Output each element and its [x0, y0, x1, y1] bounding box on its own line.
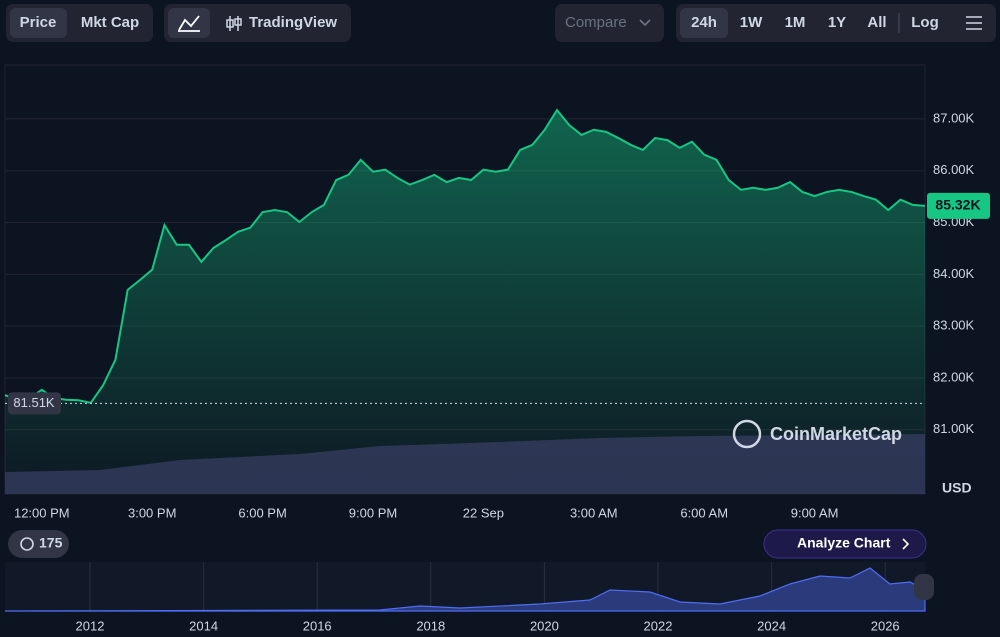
- navigator-handle[interactable]: [914, 574, 934, 600]
- counter: 175: [39, 535, 63, 551]
- navigator-area: [4, 567, 926, 612]
- x-tick-label: 6:00 PM: [238, 505, 286, 520]
- chart-style: [164, 4, 351, 42]
- line-icon: [178, 15, 200, 32]
- navigator-year: 2024: [757, 618, 786, 633]
- navigator-year: 2018: [416, 618, 445, 633]
- logo: [732, 419, 762, 449]
- x-tick-label: 12:00 PM: [14, 505, 70, 520]
- active-range: [680, 8, 728, 38]
- range-label[interactable]: All: [867, 14, 886, 31]
- history-icon: [20, 537, 34, 551]
- range-label[interactable]: 24h: [691, 14, 717, 31]
- log-label[interactable]: Log: [911, 14, 939, 31]
- volume-area: [5, 434, 925, 494]
- open-tag: [8, 392, 61, 415]
- tradingview-label[interactable]: TradingView: [249, 14, 337, 31]
- chevron: [639, 19, 651, 27]
- x-tick-label: 9:00 AM: [791, 505, 839, 520]
- y-tick-label: 83.00K: [933, 318, 975, 333]
- navigator-year: 2020: [530, 618, 559, 633]
- price-area: [5, 110, 925, 495]
- price-button[interactable]: [10, 8, 67, 38]
- y-tick-label: 84.00K: [933, 266, 975, 281]
- navigator-year: 2012: [76, 618, 105, 633]
- chevron: [902, 538, 910, 550]
- x-tick-label: 6:00 AM: [680, 505, 728, 520]
- price-label: Price: [20, 14, 57, 31]
- ranges: 24h 1W 1M 1Y All: [691, 14, 887, 31]
- watermark: CoinMarketCap: [770, 424, 902, 444]
- range-label[interactable]: 1M: [785, 14, 806, 31]
- settings-icon[interactable]: [966, 16, 982, 30]
- compare-label: Compare: [565, 14, 627, 31]
- y-tick-label: 82.00K: [933, 369, 975, 384]
- plot: 81.00K82.00K83.00K84.00K85.00K86.00K87.0…: [4, 108, 990, 520]
- x-tick-label: 9:00 PM: [349, 505, 397, 520]
- x-tick-label: 22 Sep: [463, 505, 504, 520]
- x-tick-label: 3:00 PM: [128, 505, 176, 520]
- compare-button[interactable]: [555, 4, 664, 42]
- navigator-year: 2026: [871, 618, 900, 633]
- counter-pill[interactable]: [8, 530, 69, 558]
- x-tick-label: 3:00 AM: [570, 505, 618, 520]
- navigator-year: 2016: [303, 618, 332, 633]
- range-label[interactable]: 1Y: [828, 14, 846, 31]
- navigator-year: 2014: [189, 618, 218, 633]
- open-tag-label: 81.51K: [13, 395, 55, 410]
- y-tick-label: 81.00K: [933, 421, 975, 436]
- y-tick-label: 86.00K: [933, 162, 975, 177]
- analyze-button[interactable]: [763, 529, 927, 559]
- range-label[interactable]: 1W: [740, 14, 763, 31]
- candle-icon: [226, 16, 242, 31]
- range-bar: [676, 4, 996, 42]
- analyze-label: Analyze Chart: [797, 535, 891, 551]
- current-tag-label: 85.32K: [935, 197, 980, 213]
- y-tick-label: 87.00K: [933, 110, 975, 125]
- currency: USD: [942, 480, 972, 496]
- navigator-year: 2022: [644, 618, 673, 633]
- current-tag: [927, 192, 990, 219]
- price-line: [4, 108, 926, 404]
- mkt-cap-label[interactable]: Mkt Cap: [81, 14, 139, 31]
